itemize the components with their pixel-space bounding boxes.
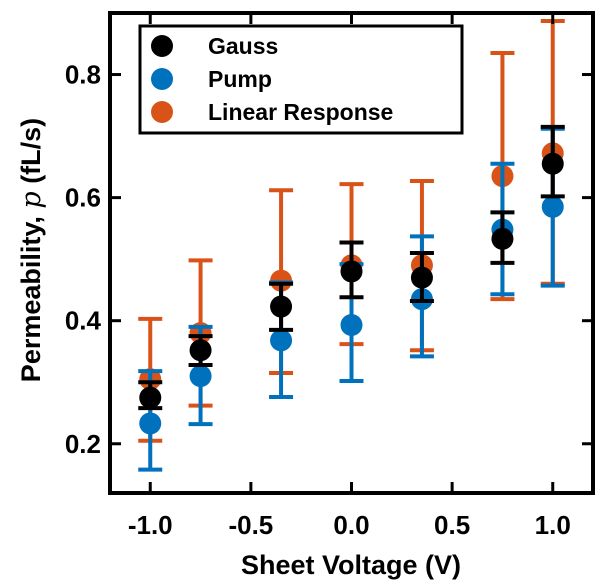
legend-box bbox=[138, 24, 464, 135]
legend-label: Linear Response bbox=[208, 99, 393, 125]
x-tick-labels: -1.0 -0.5 0.0 0.5 1.0 bbox=[128, 510, 571, 540]
data-point bbox=[139, 386, 162, 409]
data-point bbox=[491, 227, 514, 250]
y-tick-labels: 0.2 0.4 0.6 0.8 bbox=[65, 60, 102, 459]
y-tick-label: 0.8 bbox=[65, 60, 101, 90]
data-point bbox=[541, 152, 564, 175]
x-tick-label: -0.5 bbox=[228, 510, 273, 540]
data-point bbox=[410, 266, 433, 289]
legend-marker bbox=[151, 101, 173, 123]
data-point bbox=[189, 365, 212, 388]
y-tick-label: 0.2 bbox=[65, 429, 101, 459]
data-point bbox=[189, 339, 212, 362]
x-tick-label: 0.5 bbox=[434, 510, 470, 540]
legend-item-gauss: Gauss bbox=[151, 33, 278, 59]
data-point bbox=[541, 195, 564, 218]
legend-label: Gauss bbox=[208, 33, 278, 59]
legend-marker bbox=[151, 35, 173, 57]
data-point bbox=[270, 295, 293, 318]
data-point bbox=[340, 314, 363, 336]
data-marks bbox=[138, 19, 565, 472]
legend-label: Pump bbox=[208, 66, 272, 92]
legend: Gauss Pump Linear Response bbox=[138, 24, 464, 135]
data-point bbox=[340, 260, 363, 283]
legend-item-pump: Pump bbox=[151, 66, 272, 92]
axis-ticks bbox=[110, 13, 593, 493]
x-tick-label: -1.0 bbox=[128, 510, 173, 540]
y-axis-label-prefix: Permeability, bbox=[16, 209, 46, 383]
y-tick-label: 0.4 bbox=[65, 306, 102, 336]
x-tick-label: 1.0 bbox=[535, 510, 571, 540]
y-tick-label: 0.6 bbox=[65, 183, 101, 213]
x-axis-label: Sheet Voltage (V) bbox=[241, 550, 461, 580]
y-axis-label-symbol: p bbox=[16, 191, 47, 208]
legend-marker bbox=[151, 68, 173, 90]
y-axis-label: Permeability, p (fL/s) bbox=[16, 118, 47, 382]
legend-item-linear-response: Linear Response bbox=[151, 99, 393, 125]
x-tick-label: 0.0 bbox=[333, 510, 369, 540]
y-axis-label-suffix: (fL/s) bbox=[16, 118, 46, 192]
data-point bbox=[139, 412, 162, 435]
data-point bbox=[270, 329, 293, 352]
series-gauss bbox=[138, 124, 565, 411]
